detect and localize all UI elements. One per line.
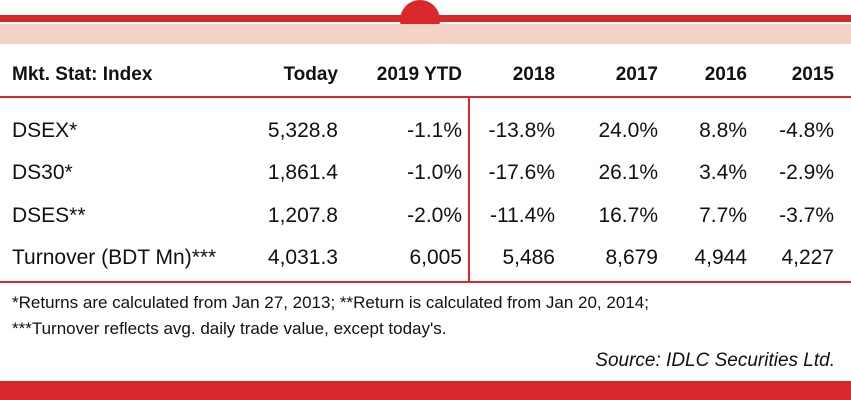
row-dses-2015: -3.7% bbox=[779, 204, 834, 227]
row-dses-ytd: -2.0% bbox=[407, 204, 462, 227]
row-ds30-2015: -2.9% bbox=[779, 161, 834, 184]
header-index: Mkt. Stat: Index bbox=[12, 64, 153, 85]
header-2017: 2017 bbox=[615, 64, 658, 85]
bottom-accent-bar bbox=[0, 381, 851, 400]
row-dses-today: 1,207.8 bbox=[267, 204, 338, 227]
row-ds30-today: 1,861.4 bbox=[267, 161, 338, 184]
row-dsex-2016: 8.8% bbox=[699, 119, 747, 142]
row-turnover-2015: 4,227 bbox=[781, 246, 834, 269]
row-turnover-2018: 5,486 bbox=[502, 246, 555, 269]
header-2018: 2018 bbox=[512, 64, 555, 85]
footnote-turnover: ***Turnover reflects avg. daily trade va… bbox=[12, 319, 447, 338]
row-ds30-2016: 3.4% bbox=[699, 161, 747, 184]
column-divider bbox=[468, 96, 470, 281]
header-2016: 2016 bbox=[704, 64, 747, 85]
row-ds30-label: DS30* bbox=[12, 161, 73, 184]
table-top-rule bbox=[0, 96, 851, 98]
footnote-returns: *Returns are calculated from Jan 27, 201… bbox=[12, 293, 649, 312]
row-ds30-2017: 26.1% bbox=[598, 161, 658, 184]
header-2019-ytd: 2019 YTD bbox=[376, 64, 462, 85]
header-today: Today bbox=[283, 64, 338, 85]
row-turnover-label: Turnover (BDT Mn)*** bbox=[12, 246, 217, 269]
row-turnover-ytd: 6,005 bbox=[409, 246, 462, 269]
row-turnover-2017: 8,679 bbox=[605, 246, 658, 269]
source-credit: Source: IDLC Securities Ltd. bbox=[595, 350, 835, 371]
row-dsex-label: DSEX* bbox=[12, 119, 78, 142]
row-dsex-today: 5,328.8 bbox=[267, 119, 338, 142]
row-dsex-2017: 24.0% bbox=[598, 119, 658, 142]
row-dses-2016: 7.7% bbox=[699, 204, 747, 227]
row-dsex-ytd: -1.1% bbox=[407, 119, 462, 142]
row-dses-label: DSES** bbox=[12, 204, 86, 227]
table-bottom-rule bbox=[0, 281, 851, 283]
row-turnover-2016: 4,944 bbox=[694, 246, 747, 269]
row-dsex-2015: -4.8% bbox=[779, 119, 834, 142]
header-band bbox=[0, 24, 851, 44]
row-turnover-today: 4,031.3 bbox=[267, 246, 338, 269]
row-dsex-2018: -13.8% bbox=[488, 119, 555, 142]
row-dses-2017: 16.7% bbox=[598, 204, 658, 227]
row-dses-2018: -11.4% bbox=[490, 204, 555, 227]
header-2015: 2015 bbox=[791, 64, 834, 85]
row-ds30-2018: -17.6% bbox=[488, 161, 555, 184]
row-ds30-ytd: -1.0% bbox=[407, 161, 462, 184]
